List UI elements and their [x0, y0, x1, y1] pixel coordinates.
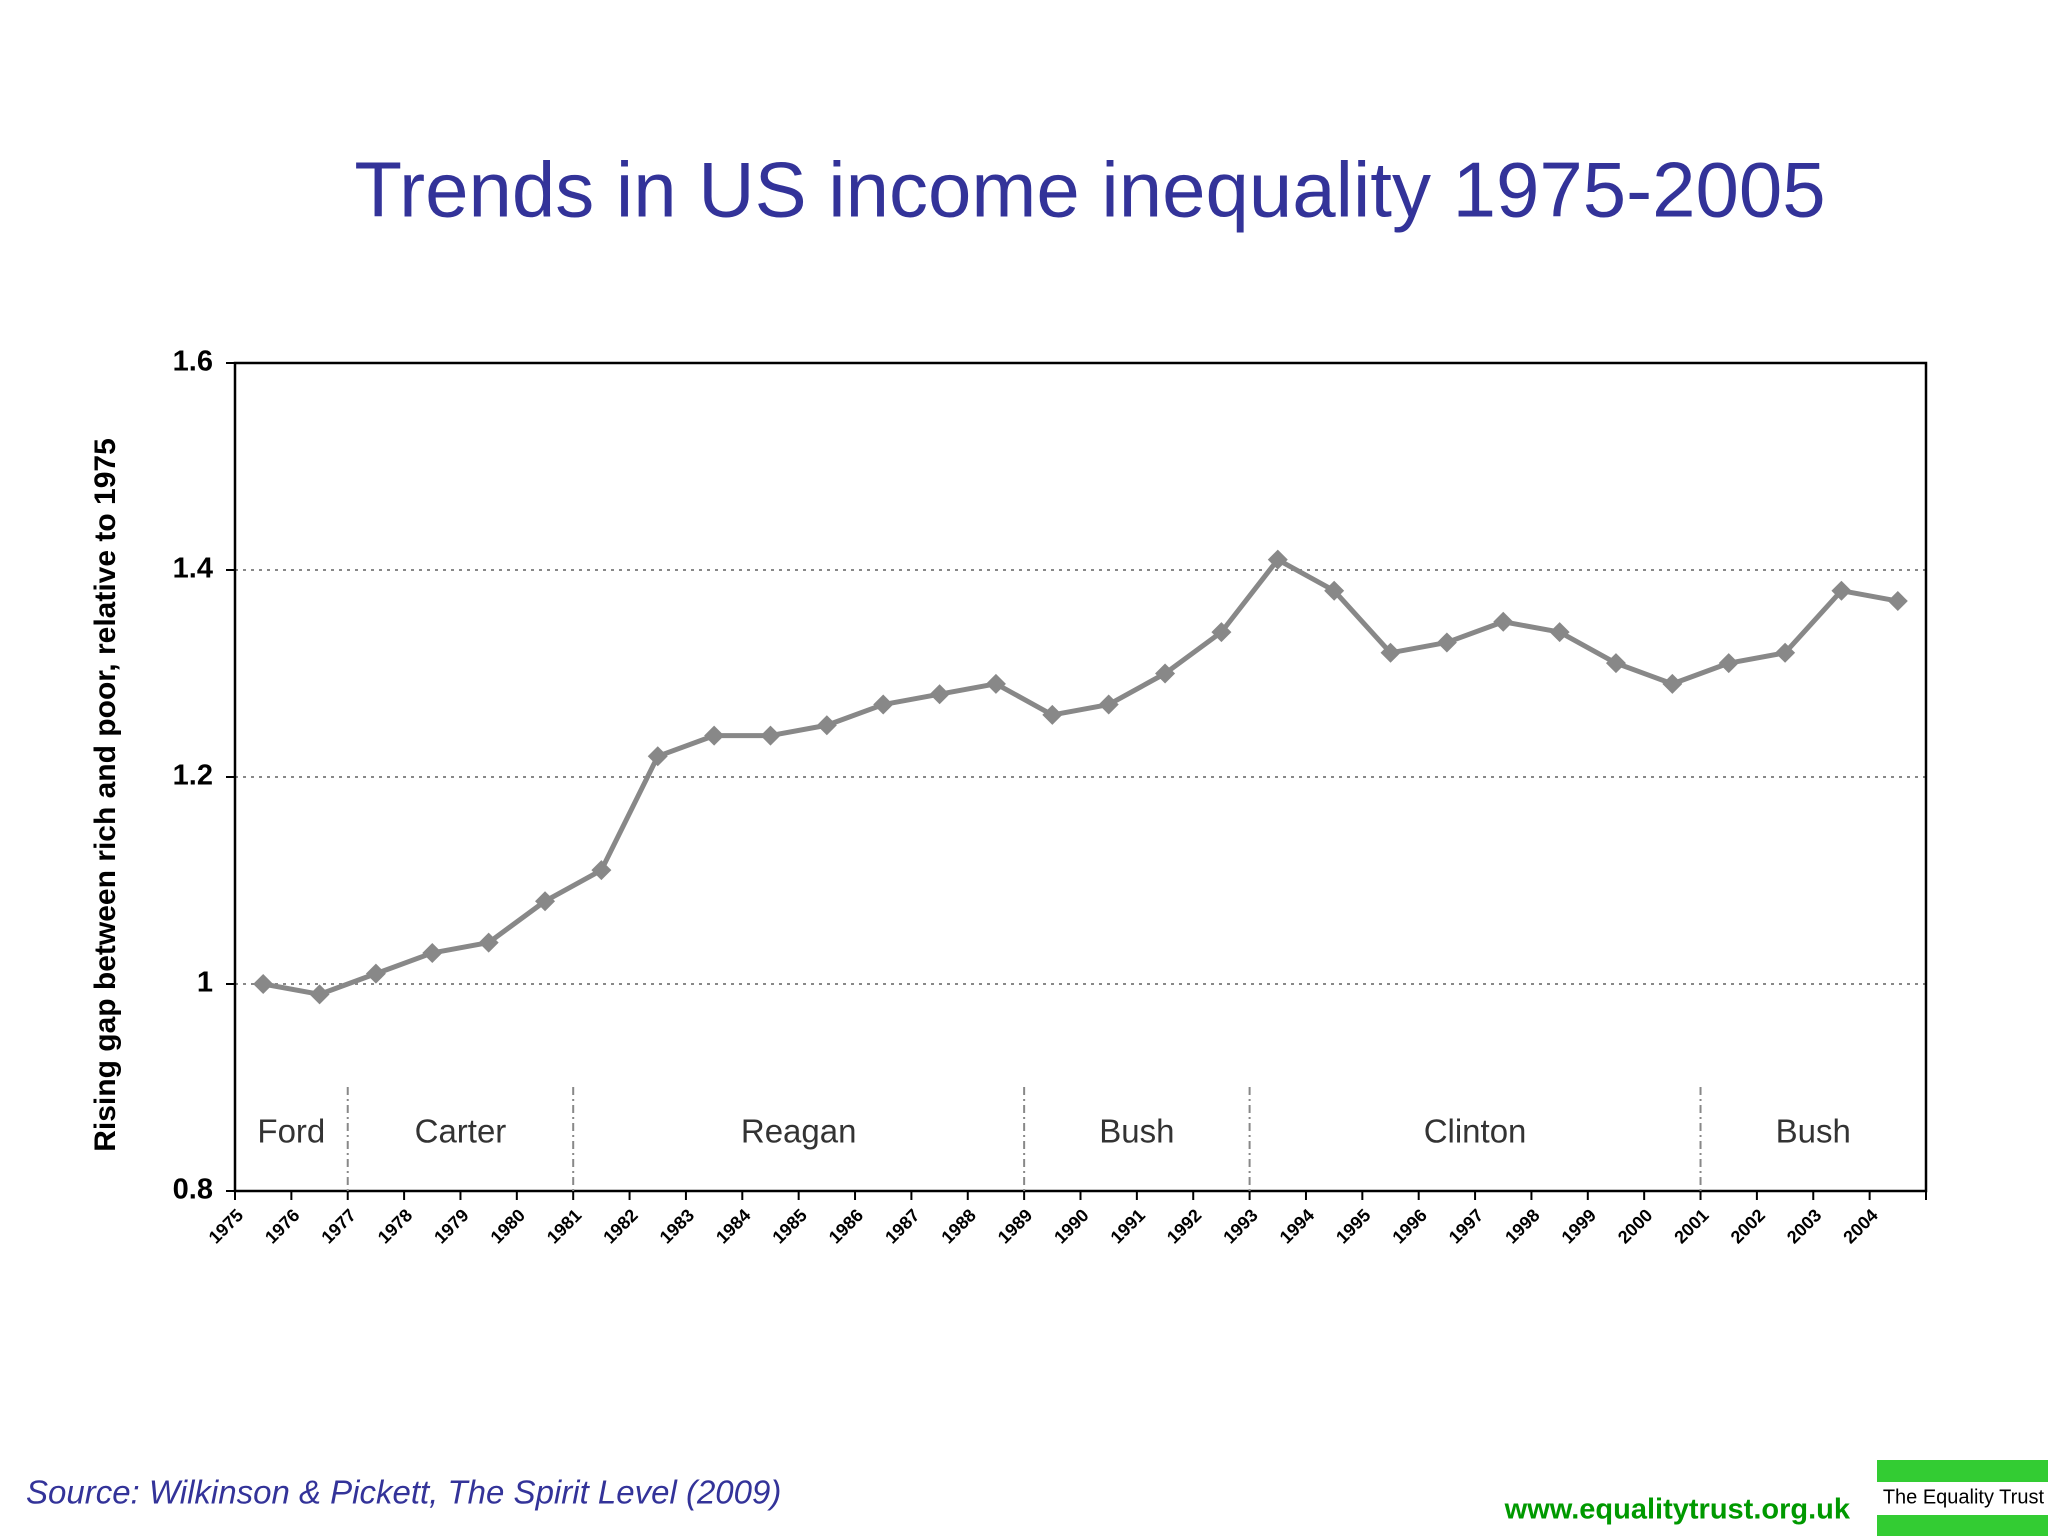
data-point [535, 891, 556, 912]
data-point [1267, 549, 1288, 570]
data-point [1718, 653, 1739, 674]
x-tick-label: 1994 [1276, 1205, 1318, 1247]
x-tick-label: 1981 [543, 1205, 585, 1247]
x-tick-label: 1985 [768, 1205, 810, 1247]
x-tick-label: 1991 [1107, 1205, 1149, 1247]
x-tick-label: 2001 [1670, 1205, 1712, 1247]
logo: The Equality Trust [1883, 1486, 2045, 1508]
era-label: Bush [1099, 1113, 1174, 1150]
data-point [591, 860, 612, 881]
logo-bar [1877, 1515, 2048, 1536]
x-tick-label: 1996 [1388, 1205, 1430, 1247]
x-tick-label: 1998 [1501, 1205, 1543, 1247]
data-point [365, 963, 386, 984]
series-line [262, 557, 1899, 997]
x-tick-label: 1977 [317, 1205, 359, 1247]
y-tick-label: 1 [197, 967, 213, 999]
x-tick-label: 1986 [825, 1205, 867, 1247]
x-tick-label: 1992 [1163, 1205, 1205, 1247]
x-tick-label: 1983 [656, 1205, 698, 1247]
data-point [1098, 694, 1119, 715]
x-tick-label: 1987 [881, 1205, 923, 1247]
era-label: Ford [257, 1113, 325, 1150]
data-point [1493, 611, 1514, 632]
data-point [478, 932, 499, 953]
data-point [1155, 663, 1176, 684]
data-point [1380, 642, 1401, 663]
x-tick-label: 1988 [937, 1205, 979, 1247]
x-tick-label: 1982 [599, 1205, 641, 1247]
x-tick-label: 1984 [712, 1205, 754, 1247]
y-tick-label: 1.2 [173, 760, 213, 792]
data-point [1211, 622, 1232, 643]
x-tick-label: 2002 [1727, 1205, 1769, 1247]
data-point [1887, 591, 1908, 612]
x-tick-label: 1990 [1050, 1205, 1092, 1247]
data-point [309, 984, 330, 1005]
x-tick-label: 1979 [430, 1205, 472, 1247]
data-point [985, 673, 1006, 694]
chart-title: Trends in US income inequality 1975-2005 [354, 146, 1825, 234]
y-tick-label: 1.4 [173, 553, 213, 585]
plot-frame [233, 361, 1928, 1193]
data-point [647, 746, 668, 767]
x-tick-label: 1989 [994, 1205, 1036, 1247]
data-point [1042, 704, 1063, 725]
x-tick-label: 1995 [1332, 1205, 1374, 1247]
data-point [253, 974, 274, 994]
data-point [929, 684, 950, 705]
data-point [873, 694, 894, 715]
y-axis-label: Rising gap between rich and poor, relati… [89, 438, 122, 1152]
x-tick-label: 1993 [1219, 1205, 1261, 1247]
era-label: Clinton [1424, 1113, 1527, 1150]
x-tick-label: 1975 [205, 1205, 247, 1247]
y-tick-label: 1.6 [173, 346, 213, 378]
data-point [1831, 580, 1852, 601]
url: www.equalitytrust.org.uk [1504, 1494, 1851, 1526]
x-tick-label: 2000 [1614, 1205, 1656, 1247]
x-tick-label: 1980 [487, 1205, 529, 1247]
era-label: Reagan [741, 1113, 857, 1150]
data-point [1436, 632, 1457, 653]
data-point [1605, 653, 1626, 674]
data-point [760, 725, 781, 746]
era-label: Carter [415, 1113, 507, 1150]
x-tick-label: 1978 [374, 1205, 416, 1247]
data-point [422, 942, 443, 963]
data-point [1324, 580, 1345, 601]
x-tick-label: 1999 [1558, 1205, 1600, 1247]
x-tick-label: 2004 [1839, 1205, 1881, 1247]
data-point [1549, 622, 1570, 643]
x-tick-label: 2003 [1783, 1205, 1825, 1247]
data-point [704, 725, 725, 746]
data-point [816, 715, 837, 736]
y-tick-label: 0.8 [173, 1174, 213, 1206]
data-point [1662, 673, 1683, 694]
source: Source: Wilkinson & Pickett, The Spirit … [26, 1474, 781, 1511]
x-tick-label: 1976 [261, 1205, 303, 1247]
logo-bar [1877, 1460, 2048, 1482]
x-tick-label: 1997 [1445, 1205, 1487, 1247]
data-point [1775, 642, 1796, 663]
era-label: Bush [1776, 1113, 1851, 1150]
